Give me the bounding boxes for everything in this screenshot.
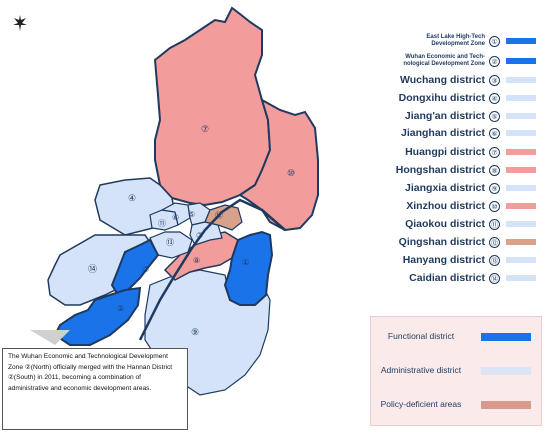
map-label-11: ⑪ bbox=[158, 219, 166, 228]
legend-number: ⑧ bbox=[489, 164, 500, 176]
legend-row-4: Dongxihu district ④ bbox=[386, 91, 536, 105]
legend-number: ⑨ bbox=[489, 182, 500, 194]
legend-label: Caidian district bbox=[409, 272, 485, 284]
region-econ-zone-north bbox=[110, 238, 160, 297]
region-qingshan bbox=[204, 204, 243, 231]
legend-swatch bbox=[506, 257, 536, 263]
legend-number: ④ bbox=[489, 92, 500, 104]
category-label: Administrative district bbox=[380, 365, 462, 375]
legend-number: ⑪ bbox=[489, 218, 500, 230]
map-label-2-north: ② bbox=[142, 265, 150, 274]
legend-label: Wuchang district bbox=[400, 74, 485, 86]
category-swatch bbox=[481, 367, 531, 375]
legend-swatch bbox=[506, 221, 536, 227]
category-swatch bbox=[481, 401, 531, 409]
map-label-9: ⑨ bbox=[191, 327, 200, 337]
legend-label: Wuhan Economic and Tech-nological Develo… bbox=[403, 54, 485, 67]
legend-swatch bbox=[506, 77, 536, 83]
legend-row-1: East Lake High-Tech Development Zone ① bbox=[386, 34, 536, 48]
region-huangpi bbox=[153, 6, 272, 207]
legend-swatch bbox=[506, 38, 536, 44]
legend-swatch bbox=[506, 149, 536, 155]
legend-row-8: Hongshan district ⑧ bbox=[386, 163, 536, 177]
legend-label: Huangpi district bbox=[405, 146, 485, 158]
legend-row-6: Jianghan district ⑥ bbox=[386, 126, 536, 140]
category-swatch bbox=[481, 333, 531, 341]
region-econ-zone-south bbox=[53, 286, 142, 346]
legend-swatch bbox=[506, 203, 536, 209]
legend-label: Jiang'an district bbox=[404, 110, 485, 122]
map-label-5: ⑤ bbox=[188, 210, 196, 219]
region-east-lake bbox=[223, 230, 274, 306]
legend-row-14: Caidian district ⑭ bbox=[386, 271, 536, 285]
legend-row-13: Hanyang district ⑬ bbox=[386, 253, 536, 267]
map-label-14: ⑭ bbox=[88, 264, 98, 274]
category-row-functional: Functional district bbox=[371, 329, 543, 343]
legend-label: Qingshan district bbox=[398, 236, 485, 248]
legend-swatch bbox=[506, 275, 536, 281]
map-label-1: ① bbox=[242, 258, 250, 267]
category-row-policy: Policy-deficient areas bbox=[371, 397, 543, 411]
legend-number: ⑦ bbox=[489, 146, 500, 158]
legend-swatch bbox=[506, 95, 536, 101]
legend-number: ② bbox=[489, 55, 500, 67]
legend-label: Hongshan district bbox=[395, 164, 485, 176]
map-label-7: ⑦ bbox=[201, 124, 210, 134]
note-pointer bbox=[30, 330, 70, 345]
legend-label: Qiaokou district bbox=[405, 218, 485, 230]
legend-label: Dongxihu district bbox=[398, 92, 485, 104]
legend-label: Jianghan district bbox=[400, 127, 485, 139]
map-label-10: ⑩ bbox=[287, 168, 296, 178]
category-label: Policy-deficient areas bbox=[380, 399, 462, 409]
legend-number: ⑬ bbox=[489, 254, 500, 266]
legend-row-9: Jiangxia district ⑨ bbox=[386, 181, 536, 195]
legend-number: ⑩ bbox=[489, 200, 500, 212]
legend-row-11: Qiaokou district ⑪ bbox=[386, 217, 536, 231]
map-label-2-south: ② bbox=[117, 304, 125, 313]
legend-label: Xinzhou district bbox=[406, 200, 485, 212]
legend-swatch bbox=[506, 130, 536, 136]
legend-swatch bbox=[506, 167, 536, 173]
legend-label: Jiangxia district bbox=[405, 182, 485, 194]
map-label-12: ⑫ bbox=[215, 211, 223, 220]
legend-row-12: Qingshan district ⑫ bbox=[386, 235, 536, 249]
map-label-8: ⑧ bbox=[193, 256, 201, 265]
legend-row-10: Xinzhou district ⑩ bbox=[386, 199, 536, 213]
category-row-administrative: Administrative district bbox=[371, 363, 543, 377]
merger-note: The Wuhan Economic and Technological Dev… bbox=[2, 348, 188, 430]
river bbox=[138, 198, 286, 341]
legend-number: ⑤ bbox=[489, 110, 500, 122]
region-hanyang bbox=[149, 231, 193, 259]
legend-number: ⑥ bbox=[489, 127, 500, 139]
legend-swatch bbox=[506, 113, 536, 119]
legend-number: ⑫ bbox=[489, 236, 500, 248]
legend-row-5: Jiang'an district ⑤ bbox=[386, 109, 536, 123]
legend-number: ⑭ bbox=[489, 272, 500, 284]
legend-swatch bbox=[506, 239, 536, 245]
legend-row-3: Wuchang district ③ bbox=[386, 73, 536, 87]
legend-label: Hanyang district bbox=[402, 254, 485, 266]
legend-row-2: Wuhan Economic and Tech-nological Develo… bbox=[386, 54, 536, 68]
category-legend: Functional district Administrative distr… bbox=[370, 316, 542, 426]
map-label-4: ④ bbox=[128, 193, 137, 203]
legend-number: ③ bbox=[489, 74, 500, 86]
category-label: Functional district bbox=[387, 331, 455, 341]
map-label-13: ⑬ bbox=[166, 238, 174, 247]
legend-label: East Lake High-Tech Development Zone bbox=[426, 34, 485, 47]
leaf-logo-icon bbox=[13, 15, 27, 31]
map-label-3: ③ bbox=[196, 231, 204, 240]
legend-swatch bbox=[506, 58, 536, 64]
legend-number: ① bbox=[489, 35, 500, 47]
map-label-6: ⑥ bbox=[172, 213, 180, 222]
legend-row-7: Huangpi district ⑦ bbox=[386, 145, 536, 159]
legend-swatch bbox=[506, 185, 536, 191]
